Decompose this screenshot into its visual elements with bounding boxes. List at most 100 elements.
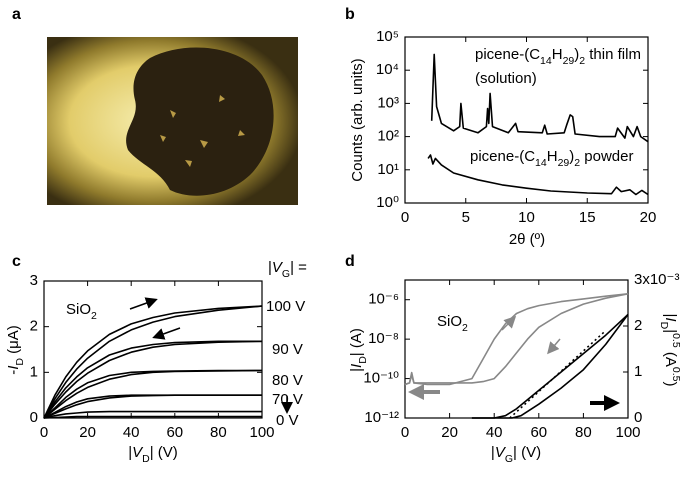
label-part: G [282, 268, 290, 280]
data-line [43, 415, 262, 419]
arrow [129, 297, 158, 310]
y-tick-label: 10⁻¹² [364, 409, 399, 426]
label-part: ) [574, 46, 579, 63]
label-part: 29 [558, 157, 570, 169]
annotation: picene-(C14H29)2 powder [470, 148, 633, 169]
label-part: I [5, 366, 22, 370]
arrow [501, 315, 517, 331]
y-tick-label: 10¹ [377, 161, 399, 178]
label-part: | (A) [348, 328, 365, 356]
data-line [43, 369, 263, 419]
label-part: H [552, 46, 563, 63]
y2-tick-label: 0 [634, 409, 642, 426]
label-part: 2 [462, 322, 468, 334]
data-line [43, 340, 263, 419]
data-line [43, 305, 263, 419]
annotation: 80 V [272, 372, 303, 389]
label-part: SiO [437, 313, 462, 330]
label-part: 14 [540, 55, 552, 67]
annotation: 0 V [276, 412, 299, 429]
label-part: D [142, 453, 150, 465]
x-tick-label: 5 [462, 209, 470, 226]
x-axis-label: |VG| (V) [491, 444, 541, 465]
annotation: |VG| = [268, 259, 307, 280]
data-line [43, 394, 262, 419]
label-part: D [357, 356, 369, 364]
y-tick-label: 2 [30, 318, 38, 335]
y-tick-label: 3 [30, 272, 38, 289]
x-tick-label: 40 [123, 424, 140, 441]
label-part: powder [580, 148, 633, 165]
data-line [471, 314, 629, 419]
label-part: picene-(C [470, 148, 535, 165]
label-part: (μA) [5, 325, 22, 358]
plot-frame [43, 280, 263, 419]
x-tick-label: 0 [40, 424, 48, 441]
data-line [404, 293, 629, 386]
y-axis-label: -ID (μA) [5, 325, 26, 375]
label-part: 29 [563, 55, 575, 67]
label-part: | (V) [150, 444, 178, 461]
y-tick-label: 10⁻¹⁰ [363, 370, 399, 387]
x-axis-label: 2θ (º) [509, 231, 545, 248]
label-part: 0.5 [670, 333, 682, 348]
x-tick-label: 60 [530, 424, 547, 441]
x-tick-label: 20 [79, 424, 96, 441]
y2-tick-label: 2 [634, 317, 642, 334]
y-tick-label: 10⁴ [376, 61, 399, 78]
label-part: 0.5 [670, 367, 682, 382]
label-part: | [348, 368, 365, 372]
y-axis-label: |ID| (A) [348, 328, 369, 372]
label-part: | = [290, 259, 307, 276]
x-axis-label: |VD| (V) [128, 444, 178, 465]
label-part: | [491, 444, 495, 461]
arrow [152, 327, 181, 340]
label-part: | (V) [513, 444, 541, 461]
x-tick-label: 20 [441, 424, 458, 441]
data-line [509, 330, 607, 419]
x-tick-label: 15 [579, 209, 596, 226]
annotation-arrows [129, 297, 620, 414]
x-tick-label: 80 [575, 424, 592, 441]
label-part: ) [662, 381, 679, 386]
y2-tick-label: 3x10⁻³ [634, 271, 679, 288]
label-part: 2 [91, 310, 97, 322]
label-part: G [505, 453, 513, 465]
data-line [43, 340, 262, 419]
annotation: picene-(C14H29)2 thin film [475, 46, 641, 67]
label-part: H [547, 148, 558, 165]
arrow [547, 338, 561, 355]
y2-axis-label: |ID|0.5 (A0.5) [658, 314, 682, 387]
x-tick-label: 60 [166, 424, 183, 441]
label-part: I [662, 317, 679, 321]
x-tick-label: 10 [518, 209, 535, 226]
y-tick-label: 10⁻⁶ [368, 291, 399, 308]
photo-film [126, 47, 274, 196]
y-tick-label: 1 [30, 363, 38, 380]
data-line [43, 305, 263, 419]
annotation: 70 V [272, 391, 303, 408]
plot-frame [404, 279, 629, 419]
x-tick-label: 100 [249, 424, 274, 441]
label-part: 14 [535, 157, 547, 169]
photo [47, 37, 298, 205]
x-tick-label: 80 [210, 424, 227, 441]
y-tick-label: 10⁵ [376, 28, 399, 45]
label-part: | [268, 259, 272, 276]
label-part: | [662, 314, 679, 318]
panel-label: a [12, 6, 21, 23]
label-part: SiO [66, 301, 91, 318]
label-part: V [495, 444, 507, 461]
annotation: SiO2 [437, 313, 468, 334]
data-line [427, 154, 649, 196]
annotation: 90 V [272, 341, 303, 358]
y-tick-label: 10⁰ [376, 194, 399, 211]
panel-label: c [12, 253, 21, 270]
data-line [43, 410, 262, 419]
x-tick-label: 0 [401, 209, 409, 226]
label-part: | [662, 329, 679, 333]
label-part: - [5, 370, 22, 375]
label-part: (A [662, 348, 679, 367]
y-tick-label: 10² [377, 128, 399, 145]
